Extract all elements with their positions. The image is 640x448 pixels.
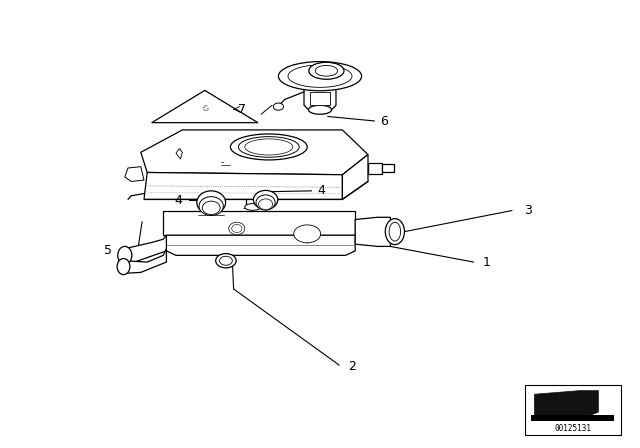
Polygon shape (534, 391, 598, 416)
Ellipse shape (253, 190, 278, 209)
Ellipse shape (315, 65, 338, 76)
Ellipse shape (385, 219, 404, 245)
Bar (525, 385, 621, 435)
Ellipse shape (245, 203, 261, 211)
Circle shape (220, 256, 232, 265)
Circle shape (273, 103, 284, 110)
Text: 6: 6 (380, 115, 388, 129)
Text: 2: 2 (348, 360, 356, 373)
Ellipse shape (118, 246, 132, 264)
Ellipse shape (256, 195, 275, 210)
Bar (382, 164, 394, 172)
Polygon shape (176, 149, 182, 159)
Polygon shape (141, 130, 368, 175)
Polygon shape (125, 167, 144, 181)
Polygon shape (342, 155, 368, 199)
Polygon shape (355, 217, 390, 246)
Text: ♲: ♲ (201, 104, 209, 113)
Ellipse shape (229, 222, 245, 235)
Bar (531, 415, 614, 421)
Ellipse shape (232, 224, 242, 233)
Ellipse shape (278, 61, 362, 91)
Polygon shape (163, 211, 355, 235)
Polygon shape (125, 249, 166, 273)
Ellipse shape (202, 201, 220, 215)
Ellipse shape (259, 199, 273, 210)
Text: 00125131: 00125131 (554, 424, 591, 433)
Text: 4: 4 (317, 184, 325, 198)
Text: 5: 5 (104, 244, 111, 258)
Ellipse shape (117, 258, 130, 275)
Ellipse shape (288, 65, 352, 87)
Polygon shape (166, 235, 355, 255)
Text: 1: 1 (483, 255, 490, 269)
Text: 7: 7 (238, 103, 246, 116)
Polygon shape (125, 235, 166, 262)
Ellipse shape (308, 62, 344, 79)
Text: 4: 4 (174, 194, 182, 207)
Ellipse shape (244, 139, 293, 155)
Ellipse shape (239, 137, 300, 157)
Text: 3: 3 (524, 204, 532, 217)
Ellipse shape (308, 105, 332, 114)
Ellipse shape (230, 134, 307, 160)
Ellipse shape (294, 225, 321, 243)
Ellipse shape (389, 222, 401, 241)
Polygon shape (144, 172, 342, 199)
Bar (310, 92, 330, 105)
Polygon shape (152, 90, 258, 123)
Ellipse shape (197, 191, 226, 214)
Polygon shape (304, 81, 336, 110)
Bar (368, 163, 382, 174)
Circle shape (216, 254, 236, 268)
Ellipse shape (199, 197, 223, 215)
